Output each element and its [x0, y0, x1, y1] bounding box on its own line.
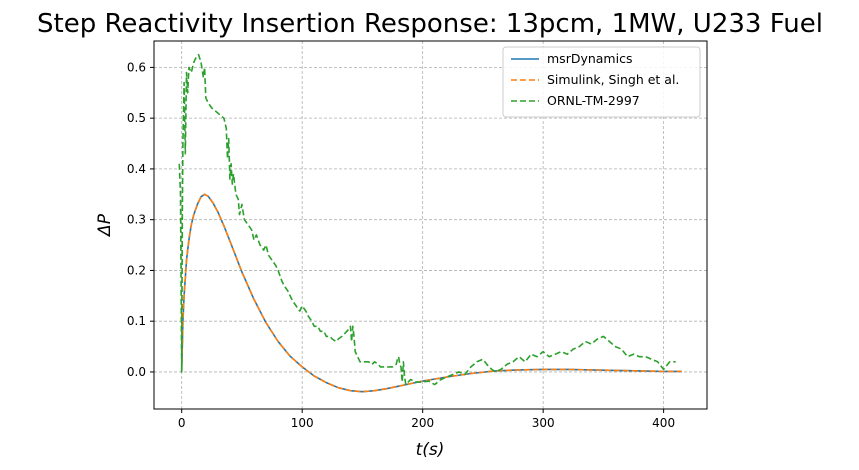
legend-box: [502, 46, 701, 118]
series-line-1: [180, 193, 682, 393]
x-tick-label: 400: [652, 416, 675, 430]
ticks: 0 100 200 300 400 0.0 0.1 0.2 0.3 0.4 0.5 0.6: [127, 60, 675, 430]
y-axis-label: ΔP: [95, 213, 115, 238]
legend-label-0: msrDynamics: [547, 51, 632, 66]
legend-label-2: ORNL-TM-2997: [547, 93, 640, 108]
y-tick-label: 0.2: [127, 263, 146, 277]
x-tick-label: 0: [178, 416, 186, 430]
y-tick-label: 0.0: [127, 365, 146, 379]
legend: msrDynamics Simulink, Singh et al. ORNL-TM…: [502, 46, 701, 118]
series-layer: [178, 53, 682, 393]
x-tick-label: 300: [532, 416, 555, 430]
y-tick-label: 0.3: [127, 213, 146, 227]
x-tick-label: 200: [411, 416, 434, 430]
y-tick-label: 0.1: [127, 314, 146, 328]
y-tick-label: 0.6: [127, 60, 146, 74]
chart-title: Step Reactivity Insertion Response: 13pc…: [37, 9, 823, 39]
y-tick-label: 0.5: [127, 111, 146, 125]
y-tick-label: 0.4: [127, 162, 146, 176]
x-axis-label: t(s): [416, 440, 445, 460]
legend-label-1: Simulink, Singh et al.: [547, 72, 679, 87]
series-line-2: [178, 53, 676, 386]
x-tick-label: 100: [291, 416, 314, 430]
plot-frame: [153, 40, 708, 410]
